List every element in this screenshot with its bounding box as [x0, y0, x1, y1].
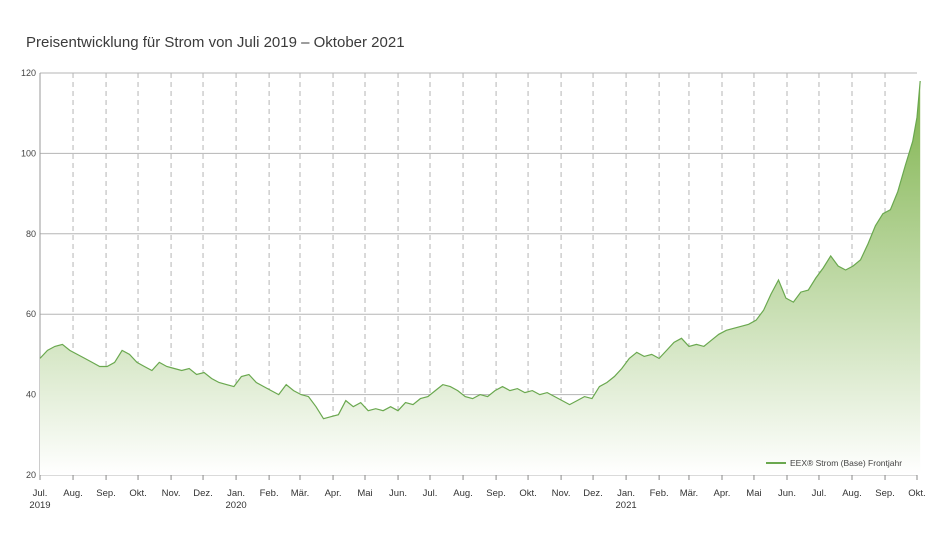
x-tick-label: Dez.: [583, 488, 603, 499]
x-tick-label: Mai: [357, 488, 372, 499]
x-tick-label: Jun.: [389, 488, 407, 499]
series-area: [40, 81, 921, 475]
chart-title: Preisentwicklung für Strom von Juli 2019…: [26, 34, 405, 51]
x-tick-label: Apr.: [714, 488, 731, 499]
y-tick-label: 40: [26, 390, 36, 400]
y-tick-label: 60: [26, 309, 36, 319]
y-axis: 20 40 60 80 100 120: [21, 68, 36, 480]
x-tick-label: Jul.: [812, 488, 827, 499]
y-tick-label: 20: [26, 470, 36, 480]
x-tick-label: Sep.: [96, 488, 116, 499]
x-year-label: 2021: [616, 500, 637, 511]
x-tick-label: Jan.: [617, 488, 635, 499]
x-tick-label: Nov.: [552, 488, 571, 499]
x-tick-label: Dez.: [193, 488, 213, 499]
x-year-label: 2020: [226, 500, 247, 511]
x-tick-label: Mär.: [680, 488, 698, 499]
x-tick-label: Apr.: [325, 488, 342, 499]
x-tick-label: Okt.: [129, 488, 146, 499]
x-tick-label: Mär.: [291, 488, 309, 499]
x-tick-label: Aug.: [453, 488, 473, 499]
x-tick-label: Feb.: [650, 488, 669, 499]
y-tick-label: 120: [21, 68, 36, 78]
x-tick-label: Jun.: [778, 488, 796, 499]
x-tick-label: Okt.: [908, 488, 925, 499]
legend: EEX® Strom (Base) Frontjahr: [766, 458, 902, 468]
x-tick-label: Jul.: [33, 488, 48, 499]
x-tick-label: Mai: [746, 488, 761, 499]
y-tick-label: 80: [26, 229, 36, 239]
x-tick-label: Sep.: [875, 488, 895, 499]
x-tick-label: Feb.: [260, 488, 279, 499]
x-tick-label: Okt.: [519, 488, 536, 499]
y-tick-label: 100: [21, 148, 36, 158]
legend-label: EEX® Strom (Base) Frontjahr: [790, 458, 902, 468]
series-line: [39, 80, 921, 420]
x-tick-label: Nov.: [162, 488, 181, 499]
x-tick-label: Sep.: [486, 488, 506, 499]
x-tick-label: Jan.: [227, 488, 245, 499]
x-tick-label: Aug.: [63, 488, 83, 499]
x-tick-label: Jul.: [423, 488, 438, 499]
x-tick-label: Aug.: [842, 488, 862, 499]
x-year-label: 2019: [29, 500, 50, 511]
